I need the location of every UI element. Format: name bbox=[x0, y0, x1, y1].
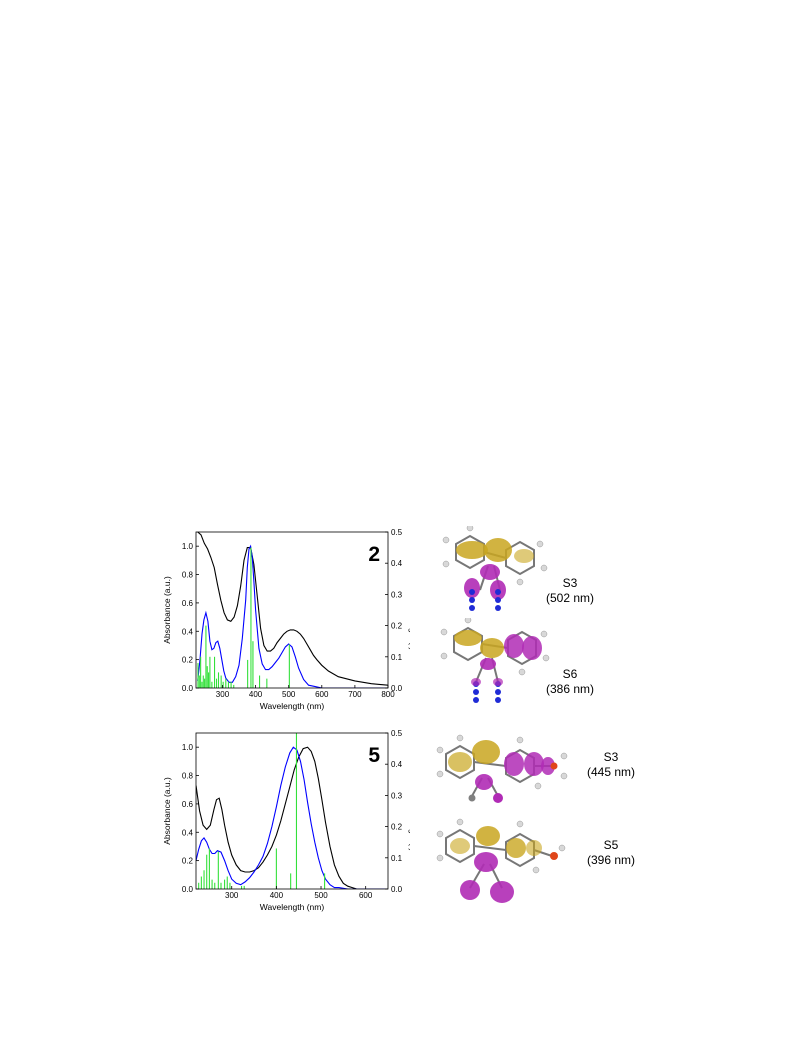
y-right-tick-label: 0.2 bbox=[391, 823, 403, 832]
x-tick-label: 300 bbox=[225, 891, 239, 900]
state-label-s5-compound-5: S5 (396 nm) bbox=[576, 838, 646, 868]
x-tick-label: 400 bbox=[249, 690, 263, 699]
y-left-tick-label: 0.2 bbox=[182, 656, 194, 665]
chart-compound-5: 300 400 500 600 0.0 0.2 0.4 0.6 0.8 1.0 0.0 0.1 0.2 0… bbox=[162, 729, 418, 912]
y-right-tick-label: 0.5 bbox=[391, 729, 403, 738]
y-left-tick-label: 0.2 bbox=[182, 857, 194, 866]
y-left-axis-label: Absorbance (a.u.) bbox=[162, 777, 172, 845]
y-left-tick-label: 0.0 bbox=[182, 684, 194, 693]
experimental-spectrum-line bbox=[197, 532, 388, 686]
calculated-spectrum-line bbox=[197, 544, 388, 688]
state-label-s3-compound-2: S3 (502 nm) bbox=[540, 576, 600, 606]
state-name: S5 bbox=[603, 838, 619, 852]
x-axis-label: Wavelength (nm) bbox=[260, 701, 325, 711]
molecule-compound-5-s3 bbox=[436, 732, 576, 812]
y-left-axis-label: Absorbance (a.u.) bbox=[162, 576, 172, 644]
orbital-density-illustration bbox=[436, 734, 568, 803]
experimental-spectrum-line bbox=[196, 746, 388, 889]
x-tick-label: 800 bbox=[381, 690, 395, 699]
y-right-tick-label: 0.0 bbox=[391, 885, 403, 894]
y-left-tick-label: 0.8 bbox=[182, 571, 194, 580]
y-right-tick-label: 0.1 bbox=[391, 653, 403, 662]
state-name: S6 bbox=[562, 667, 578, 681]
y-right-tick-label: 0.3 bbox=[391, 590, 403, 599]
compound-label: 5 bbox=[368, 744, 380, 767]
x-tick-label: 300 bbox=[216, 690, 230, 699]
chart-panel-compound-5: 300 400 500 600 0.0 0.2 0.4 0.6 0.8 1.0 0.0 0.1 0.2 0… bbox=[160, 725, 418, 921]
y-left-tick-label: 0.6 bbox=[182, 599, 194, 608]
orbital-density-illustration bbox=[440, 616, 550, 703]
y-left-tick-label: 0.4 bbox=[182, 627, 194, 636]
x-tick-label: 600 bbox=[315, 690, 329, 699]
y-left-tick-label: 1.0 bbox=[182, 542, 194, 551]
y-left-tick-label: 0.6 bbox=[182, 800, 194, 809]
state-wavelength: (386 nm) bbox=[545, 682, 595, 696]
compound-label: 2 bbox=[368, 543, 380, 566]
oscillator-strength-sticks bbox=[197, 547, 290, 688]
x-axis-label: Wavelength (nm) bbox=[260, 902, 325, 912]
y-left-tick-label: 0.4 bbox=[182, 828, 194, 837]
x-tick-label: 600 bbox=[359, 891, 373, 900]
x-tick-label: 400 bbox=[270, 891, 284, 900]
plot-frame bbox=[195, 531, 389, 689]
y-right-tick-label: 0.4 bbox=[391, 760, 403, 769]
y-right-tick-label: 0.5 bbox=[391, 528, 403, 537]
calculated-spectrum-line bbox=[196, 746, 388, 889]
y-right-tick-label: 0.2 bbox=[391, 622, 403, 631]
state-label-s6-compound-2: S6 (386 nm) bbox=[540, 667, 600, 697]
molecule-compound-2-s3 bbox=[436, 524, 556, 618]
x-tick-label: 500 bbox=[314, 891, 328, 900]
state-name: S3 bbox=[603, 750, 619, 764]
y-right-tick-label: 0.1 bbox=[391, 854, 403, 863]
molecule-compound-2-s6 bbox=[436, 616, 556, 710]
chart-compound-2: 300 400 500 600 700 8000.00.20.40.60.81.00.00… bbox=[162, 528, 418, 711]
molecule-compound-5-s5 bbox=[436, 818, 576, 908]
y-left-tick-label: 0.8 bbox=[182, 772, 194, 781]
y-left-tick-label: 0.0 bbox=[182, 885, 194, 894]
state-wavelength: (396 nm) bbox=[586, 853, 636, 867]
y-right-tick-label: 0.3 bbox=[391, 791, 403, 800]
y-right-tick-label: 0.0 bbox=[391, 684, 403, 693]
orbital-density-illustration bbox=[442, 524, 548, 611]
orbital-density-illustration bbox=[436, 818, 566, 903]
x-tick-label: 500 bbox=[282, 690, 296, 699]
state-wavelength: (502 nm) bbox=[545, 591, 595, 605]
y-left-tick-label: 1.0 bbox=[182, 743, 194, 752]
oscillator-strength-sticks bbox=[198, 733, 326, 889]
y-right-tick-label: 0.4 bbox=[391, 559, 403, 568]
plot-frame bbox=[195, 732, 389, 890]
y-right-axis-label: Oscillator Strength (f) bbox=[408, 771, 410, 851]
state-name: S3 bbox=[562, 576, 578, 590]
chart-panel-compound-2: 300 400 500 600 700 800 0.0 0.2 0.4 0.6 0.8 1.0 0.0 0… bbox=[160, 524, 418, 720]
state-wavelength: (445 nm) bbox=[586, 765, 636, 779]
x-tick-label: 700 bbox=[348, 690, 362, 699]
y-right-axis-label: Oscillator Strength (f) bbox=[408, 570, 410, 650]
state-label-s3-compound-5: S3 (445 nm) bbox=[576, 750, 646, 780]
